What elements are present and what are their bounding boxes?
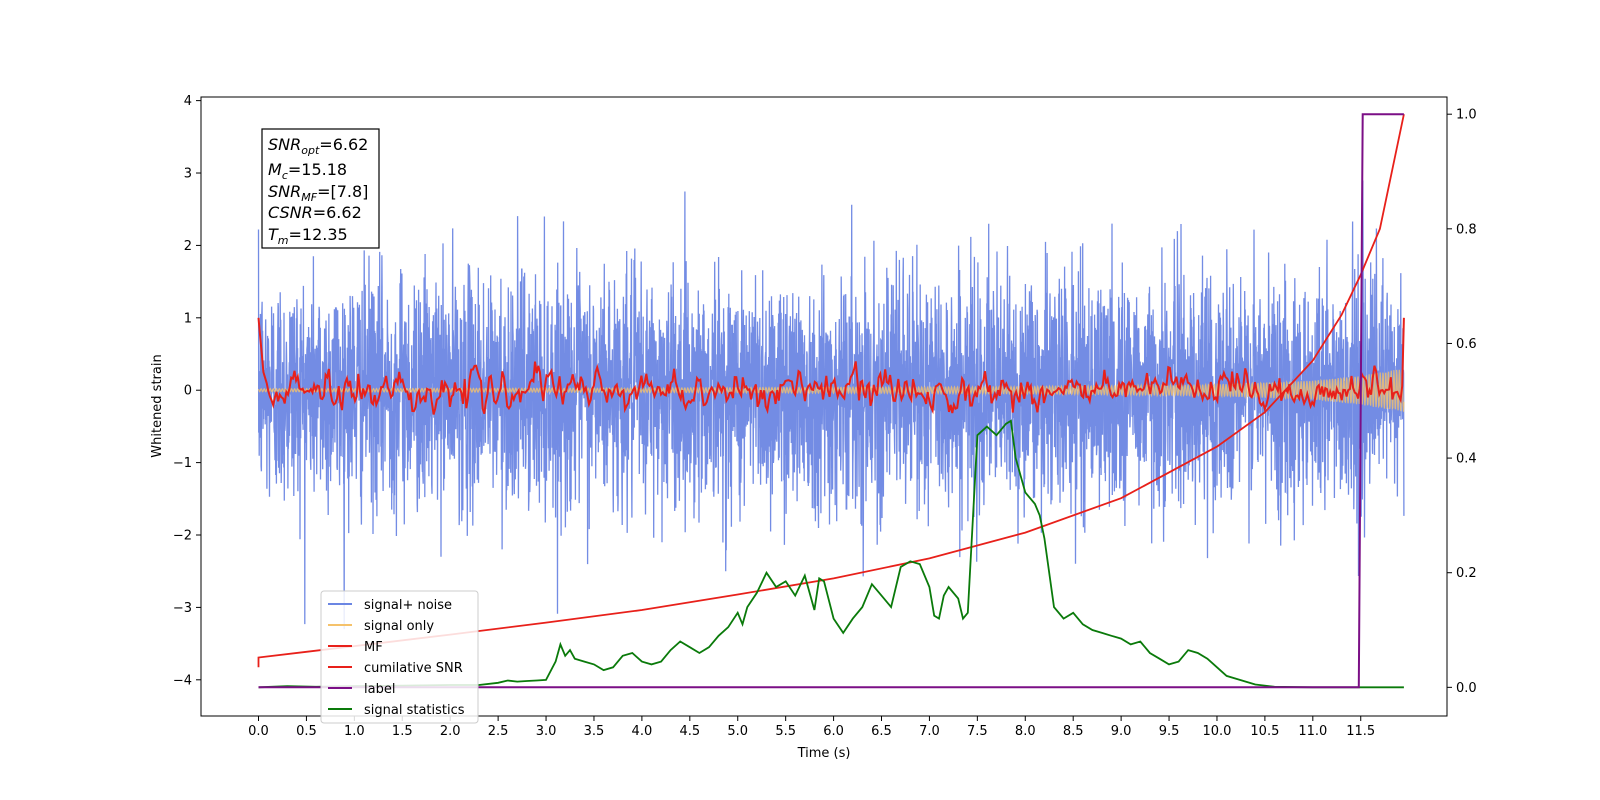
y-tick-label: −1 xyxy=(173,456,192,471)
x-tick-label: 6.0 xyxy=(823,724,844,739)
x-tick-label: 8.5 xyxy=(1063,724,1084,739)
y2-tick-label: 0.8 xyxy=(1456,222,1477,237)
legend-frame xyxy=(320,590,479,724)
series-mf xyxy=(257,317,1405,415)
annotation-tm: Tm=12.35 xyxy=(268,225,348,247)
plot-frame xyxy=(200,96,1448,717)
x-tick-label: 6.5 xyxy=(871,724,892,739)
y-tick-label: −4 xyxy=(173,673,192,688)
annotation-snr-opt: SNRopt=6.62 xyxy=(268,135,368,157)
annotation-snr-mf: SNRMF=[7.8] xyxy=(268,182,368,204)
y-axis-left: 4 3 2 1 0 −1 −2 −3 −4 xyxy=(173,94,201,688)
tm-symbol: T xyxy=(268,225,279,244)
y2-tick-label: 0.4 xyxy=(1456,452,1477,467)
x-tick-label: 7.0 xyxy=(919,724,940,739)
snr-mf-value: =[7.8] xyxy=(317,182,368,201)
y-axis-right: 1.0 0.8 0.6 0.4 0.2 0.0 xyxy=(1447,108,1477,696)
y2-tick-label: 0.0 xyxy=(1456,681,1477,696)
y2-tick-label: 1.0 xyxy=(1456,108,1477,123)
series-signal-noise xyxy=(257,180,1405,630)
x-tick-label: 3.5 xyxy=(584,724,605,739)
x-tick-label: 8.0 xyxy=(1015,724,1036,739)
x-tick-label: 2.5 xyxy=(488,724,509,739)
legend: signal+ noise signal only MF cumilative … xyxy=(320,590,479,724)
x-axis: 0.0 0.5 1.0 1.5 2.0 2.5 3.0 3.5 4.0 4.5 5.0 5.5 6.0 6… xyxy=(248,716,1375,739)
x-tick-label: 2.0 xyxy=(440,724,461,739)
mc-symbol: M xyxy=(268,160,282,179)
y2-tick-label: 0.6 xyxy=(1456,337,1477,352)
x-tick-label: 11.5 xyxy=(1346,724,1375,739)
snr-mf-symbol: SNR xyxy=(268,182,301,201)
legend-label-signal-noise: signal+ noise xyxy=(364,598,452,613)
legend-label-signal-only: signal only xyxy=(364,619,434,634)
x-tick-label: 1.5 xyxy=(392,724,413,739)
y2-tick-label: 0.2 xyxy=(1456,566,1477,581)
y-axis-label: Whitened strain xyxy=(150,354,165,457)
legend-label-label: label xyxy=(364,682,395,697)
snr-opt-value: =6.62 xyxy=(319,135,368,154)
y-tick-label: −2 xyxy=(173,529,192,544)
x-axis-label: Time (s) xyxy=(797,746,851,761)
csnr-value: =6.62 xyxy=(313,203,362,222)
y-tick-label: 3 xyxy=(184,167,192,182)
x-tick-label: 11.0 xyxy=(1298,724,1327,739)
x-tick-label: 1.0 xyxy=(344,724,365,739)
mc-value: =15.18 xyxy=(288,160,347,179)
mc-subscript: c xyxy=(282,169,288,182)
annotation-mc: Mc=15.18 xyxy=(268,160,347,182)
snr-opt-symbol: SNR xyxy=(268,135,301,154)
annotation-csnr: CSNR=6.62 xyxy=(268,203,362,222)
annotation-frame xyxy=(261,128,380,249)
x-tick-label: 0.0 xyxy=(248,724,269,739)
y-tick-label: 1 xyxy=(184,311,192,326)
legend-label-signal-statistics: signal statistics xyxy=(364,703,465,718)
y-tick-label: 0 xyxy=(184,384,192,399)
x-tick-label: 7.5 xyxy=(967,724,988,739)
y-tick-label: −3 xyxy=(173,601,192,616)
snr-opt-subscript: opt xyxy=(301,144,320,157)
x-tick-label: 3.0 xyxy=(536,724,557,739)
series-signal-statistics xyxy=(258,419,1404,689)
x-tick-label: 4.5 xyxy=(679,724,700,739)
csnr-symbol: CSNR xyxy=(268,203,313,222)
x-tick-label: 5.5 xyxy=(775,724,796,739)
x-tick-label: 9.0 xyxy=(1111,724,1132,739)
annotation-box: SNRopt=6.62 Mc=15.18 SNRMF=[7.8] CSNR=6.… xyxy=(261,128,380,249)
y-tick-label: 2 xyxy=(184,239,192,254)
y-tick-label: 4 xyxy=(184,94,192,109)
legend-label-cumulative-snr: cumilative SNR xyxy=(364,661,463,676)
snr-mf-subscript: MF xyxy=(301,191,317,204)
x-tick-label: 0.5 xyxy=(296,724,317,739)
x-tick-label: 10.5 xyxy=(1250,724,1279,739)
legend-label-mf: MF xyxy=(364,640,383,655)
x-tick-label: 9.5 xyxy=(1159,724,1180,739)
tm-value: =12.35 xyxy=(289,225,348,244)
x-tick-label: 5.0 xyxy=(727,724,748,739)
x-tick-label: 10.0 xyxy=(1202,724,1231,739)
tm-subscript: m xyxy=(278,234,289,247)
series-label xyxy=(258,113,1404,689)
x-tick-label: 4.0 xyxy=(632,724,653,739)
